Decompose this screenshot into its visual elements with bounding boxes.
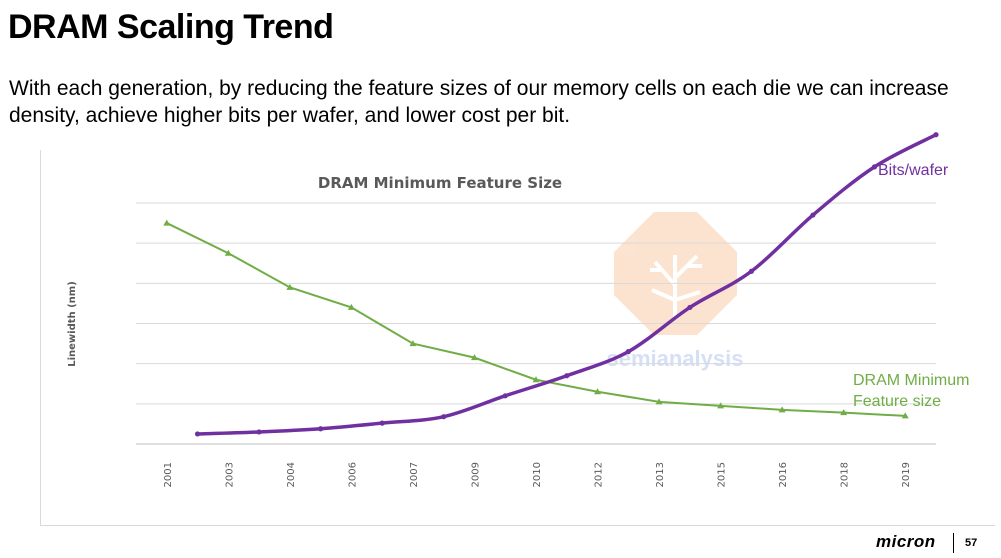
- data-point-dram-minimum-feature-size: [778, 406, 786, 413]
- data-point-dram-minimum-feature-size: [717, 402, 725, 409]
- micron-logo: micron: [876, 532, 936, 551]
- page-number: 57: [965, 537, 978, 549]
- data-point-bits-wafer: [318, 426, 324, 432]
- data-point-bits-wafer: [379, 420, 385, 426]
- x-tick-label: 2012: [594, 462, 605, 487]
- x-tick-label: 2009: [470, 462, 481, 487]
- data-point-dram-minimum-feature-size: [347, 303, 355, 310]
- data-point-dram-minimum-feature-size: [594, 388, 602, 395]
- series-line-bits-wafer: [197, 133, 937, 436]
- x-axis-ticks: 2001 2003 2004 2006 2007 2009 2010 2012 2013 2015…: [163, 462, 912, 487]
- series-label-bits-wafer: Bits/wafer: [878, 162, 949, 179]
- data-point-dram-minimum-feature-size: [163, 219, 171, 226]
- slide-body-text: With each generation, by reducing the fe…: [9, 77, 949, 127]
- data-point-dram-minimum-feature-size: [470, 354, 478, 361]
- data-point-dram-minimum-feature-size: [286, 283, 294, 290]
- x-tick-label: 2003: [224, 462, 235, 487]
- x-tick-label: 2019: [901, 462, 912, 487]
- data-point-bits-wafer: [687, 304, 693, 311]
- x-tick-label: 2013: [655, 462, 666, 487]
- data-point-dram-minimum-feature-size: [840, 409, 848, 416]
- series-layer: [163, 132, 939, 437]
- data-point-dram-minimum-feature-size: [409, 340, 417, 347]
- data-point-bits-wafer: [933, 132, 939, 138]
- slide-title: DRAM Scaling Trend: [8, 8, 334, 46]
- data-point-bits-wafer: [441, 414, 447, 420]
- semianalysis-watermark: semianalysis: [607, 212, 743, 371]
- data-point-bits-wafer: [502, 393, 508, 399]
- x-tick-label: 2007: [409, 462, 420, 487]
- data-point-dram-minimum-feature-size: [532, 376, 540, 383]
- data-point-bits-wafer: [871, 164, 878, 170]
- data-point-bits-wafer: [625, 349, 631, 355]
- x-tick-label: 2015: [717, 462, 728, 487]
- x-tick-label: 2010: [532, 462, 543, 487]
- footer-divider: [953, 533, 954, 553]
- x-tick-label: 2016: [778, 462, 789, 487]
- data-point-bits-wafer: [748, 268, 754, 274]
- chart-gridlines: [136, 202, 936, 445]
- watermark-tree-icon: [650, 254, 702, 318]
- x-tick-label: 2004: [286, 462, 297, 487]
- data-point-dram-minimum-feature-size: [901, 412, 909, 419]
- data-point-bits-wafer: [194, 431, 201, 437]
- chart-frame: [40, 150, 995, 526]
- x-tick-label: 2018: [840, 462, 851, 487]
- x-tick-label: 2006: [347, 462, 358, 487]
- x-tick-label: 2001: [163, 462, 174, 487]
- chart-title: DRAM Minimum Feature Size: [318, 174, 562, 192]
- data-point-dram-minimum-feature-size: [655, 398, 663, 405]
- y-axis-label: Linewidth (nm): [67, 281, 78, 367]
- data-point-bits-wafer: [564, 373, 570, 379]
- series-label-feature-size: DRAM Minimum Feature size: [853, 372, 974, 410]
- data-point-dram-minimum-feature-size: [224, 249, 232, 256]
- data-point-bits-wafer: [810, 212, 816, 218]
- data-point-bits-wafer: [256, 429, 262, 435]
